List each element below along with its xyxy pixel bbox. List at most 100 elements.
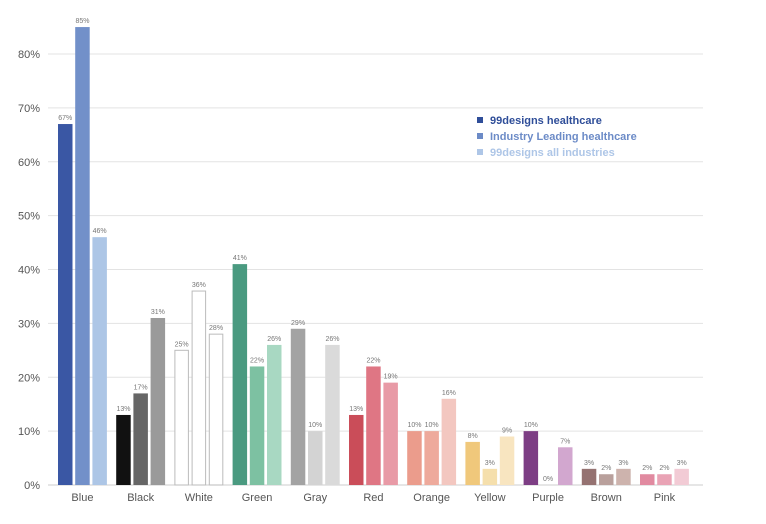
data-label: 29% bbox=[291, 320, 305, 327]
legend-item: Industry Leading healthcare bbox=[477, 131, 637, 143]
x-tick-label: Blue bbox=[71, 492, 93, 504]
data-label: 2% bbox=[601, 465, 611, 472]
data-label: 85% bbox=[75, 18, 89, 25]
x-tick-label: Red bbox=[363, 492, 383, 504]
x-tick-label: Orange bbox=[413, 492, 450, 504]
legend-item: 99designs healthcare bbox=[477, 115, 602, 127]
x-tick-label: Pink bbox=[654, 492, 676, 504]
data-label: 3% bbox=[677, 460, 687, 467]
data-label: 3% bbox=[485, 460, 495, 467]
bar-blue-series-2 bbox=[75, 27, 90, 485]
x-tick-label: Brown bbox=[591, 492, 622, 504]
bar-orange-series-3 bbox=[441, 398, 457, 485]
legend-swatch bbox=[477, 117, 483, 123]
x-tick-label: Yellow bbox=[474, 492, 505, 504]
data-label: 13% bbox=[116, 406, 130, 413]
data-label: 16% bbox=[442, 390, 456, 397]
x-axis: Blue Black White Green Gray Red Orange Yellow Pu… bbox=[71, 492, 675, 504]
data-label: 10% bbox=[308, 422, 322, 429]
y-axis: 0% 10% 20% 30% 40% 50% 60% 70% 80% bbox=[18, 49, 40, 492]
y-tick-label: 70% bbox=[18, 103, 40, 115]
bar-red-series-1 bbox=[349, 414, 364, 485]
bar-yellow-series-3 bbox=[499, 436, 515, 485]
data-label: 46% bbox=[93, 228, 107, 235]
data-label: 17% bbox=[134, 384, 148, 391]
bar-purple-series-1 bbox=[523, 431, 539, 485]
data-label: 10% bbox=[425, 422, 439, 429]
data-label: 7% bbox=[560, 438, 570, 445]
bar-gray-series-1 bbox=[290, 328, 306, 485]
bar-pink-series-1 bbox=[640, 474, 655, 485]
data-label: 10% bbox=[524, 422, 538, 429]
bar-white-series-3 bbox=[208, 333, 224, 486]
bar-gray-series-2 bbox=[308, 431, 323, 485]
data-label: 9% bbox=[502, 428, 512, 435]
x-tick-label: Green bbox=[242, 492, 273, 504]
data-label: 25% bbox=[175, 341, 189, 348]
y-tick-label: 80% bbox=[18, 49, 40, 61]
x-tick-label: Black bbox=[127, 492, 154, 504]
legend-label: 99designs healthcare bbox=[490, 115, 602, 127]
x-tick-label: Gray bbox=[303, 492, 327, 504]
bar-blue-series-3 bbox=[92, 237, 107, 485]
data-label: 2% bbox=[642, 465, 652, 472]
data-label: 8% bbox=[468, 433, 478, 440]
y-tick-label: 20% bbox=[18, 372, 40, 384]
bar-yellow-series-1 bbox=[465, 441, 480, 485]
data-label: 22% bbox=[366, 357, 380, 364]
data-label: 31% bbox=[151, 309, 165, 316]
y-tick-label: 40% bbox=[18, 265, 40, 277]
legend-swatch bbox=[477, 133, 483, 139]
bar-red-series-2 bbox=[366, 366, 381, 485]
bars bbox=[58, 27, 689, 486]
y-tick-label: 60% bbox=[18, 157, 40, 169]
bar-black-series-1 bbox=[116, 414, 131, 485]
bar-purple-series-3 bbox=[558, 447, 573, 485]
data-label: 19% bbox=[384, 374, 398, 381]
legend-swatch bbox=[477, 149, 483, 155]
data-label: 13% bbox=[349, 406, 363, 413]
legend-label: 99designs all industries bbox=[490, 147, 615, 159]
data-label: 26% bbox=[325, 336, 339, 343]
legend-item: 99designs all industries bbox=[477, 147, 615, 159]
y-tick-label: 10% bbox=[18, 426, 40, 438]
bar-green-series-2 bbox=[249, 366, 265, 485]
data-label: 22% bbox=[250, 357, 264, 364]
data-label: 0% bbox=[543, 476, 553, 483]
bar-black-series-2 bbox=[133, 393, 148, 485]
data-label: 2% bbox=[659, 465, 669, 472]
y-tick-label: 30% bbox=[18, 318, 40, 330]
x-tick-label: Purple bbox=[532, 492, 564, 504]
bar-white-series-2 bbox=[191, 290, 207, 486]
bar-brown-series-3 bbox=[616, 468, 631, 485]
bar-black-series-3 bbox=[150, 317, 166, 485]
bar-orange-series-2 bbox=[424, 431, 439, 485]
bar-gray-series-3 bbox=[325, 344, 340, 485]
bar-green-series-3 bbox=[267, 344, 282, 485]
data-label: 26% bbox=[267, 336, 281, 343]
bar-blue-series-1 bbox=[58, 124, 73, 485]
data-label: 28% bbox=[209, 325, 223, 332]
data-label: 10% bbox=[407, 422, 421, 429]
bar-pink-series-2 bbox=[657, 474, 672, 485]
data-label: 36% bbox=[192, 282, 206, 289]
bar-brown-series-2 bbox=[599, 474, 614, 485]
bar-white-series-1 bbox=[174, 349, 189, 486]
bar-green-series-1 bbox=[232, 264, 248, 485]
data-label: 41% bbox=[233, 255, 247, 262]
y-tick-label: 50% bbox=[18, 211, 40, 223]
legend: 99designs healthcare Industry Leading hea… bbox=[477, 115, 637, 159]
data-label: 67% bbox=[58, 115, 72, 122]
x-tick-label: White bbox=[185, 492, 213, 504]
y-tick-label: 0% bbox=[24, 480, 40, 492]
bar-yellow-series-2 bbox=[482, 468, 498, 485]
data-label: 3% bbox=[584, 460, 594, 467]
bar-red-series-3 bbox=[383, 382, 398, 485]
bar-pink-series-3 bbox=[674, 468, 689, 485]
data-label: 3% bbox=[618, 460, 628, 467]
legend-label: Industry Leading healthcare bbox=[490, 131, 637, 143]
data-labels: 67% 85% 46% 13% 17% 31% 25% 36% 28% 41% 22% 26% 29% 1… bbox=[58, 18, 686, 483]
bar-brown-series-1 bbox=[581, 468, 597, 485]
bar-orange-series-1 bbox=[407, 431, 422, 485]
